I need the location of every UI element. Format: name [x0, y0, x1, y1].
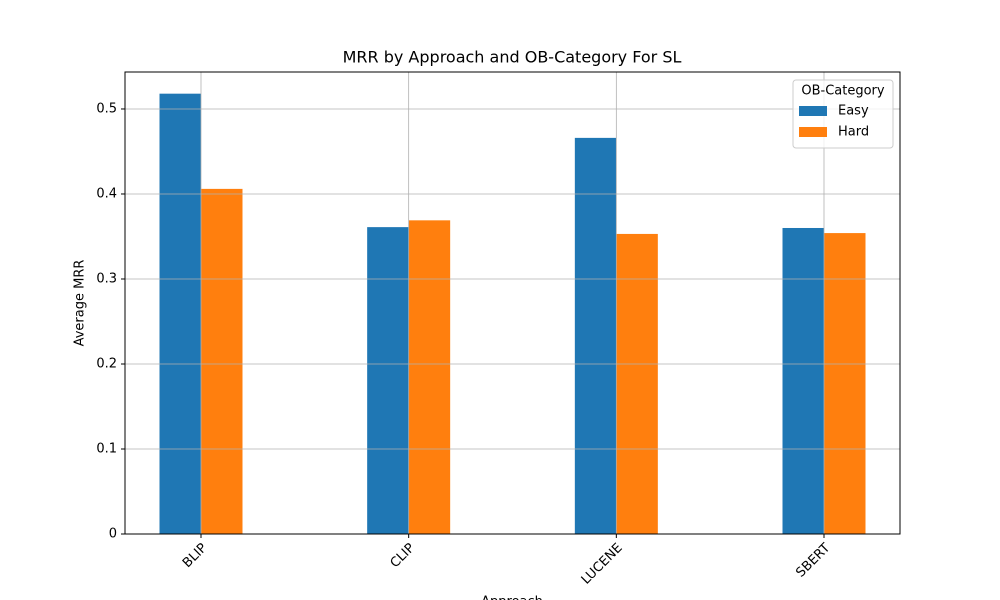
- legend-swatch: [799, 127, 827, 137]
- y-axis-label: Average MRR: [73, 260, 88, 347]
- legend-title: OB-Category: [801, 84, 885, 99]
- plot-frame: [124, 71, 901, 535]
- bar: [616, 233, 658, 534]
- y-tick-label: 0.2: [96, 356, 117, 371]
- bar: [824, 233, 866, 534]
- y-tick-label: 0.4: [96, 186, 117, 201]
- y-tick-label: 0: [109, 527, 117, 542]
- x-axis-label: Approach: [481, 595, 543, 600]
- y-tick-label: 0.5: [96, 101, 117, 116]
- bar: [408, 220, 451, 535]
- legend-label: Hard: [838, 125, 869, 140]
- bar: [782, 227, 824, 534]
- y-tick-label: 0.3: [96, 271, 117, 286]
- bar: [367, 227, 409, 534]
- y-tick-label: 0.1: [96, 441, 117, 456]
- legend-label: Easy: [838, 104, 869, 119]
- chart-title: MRR by Approach and OB-Category For SL: [343, 48, 682, 67]
- bar: [574, 137, 617, 534]
- legend-swatch: [799, 106, 827, 116]
- bar: [159, 93, 201, 534]
- bar: [201, 188, 243, 534]
